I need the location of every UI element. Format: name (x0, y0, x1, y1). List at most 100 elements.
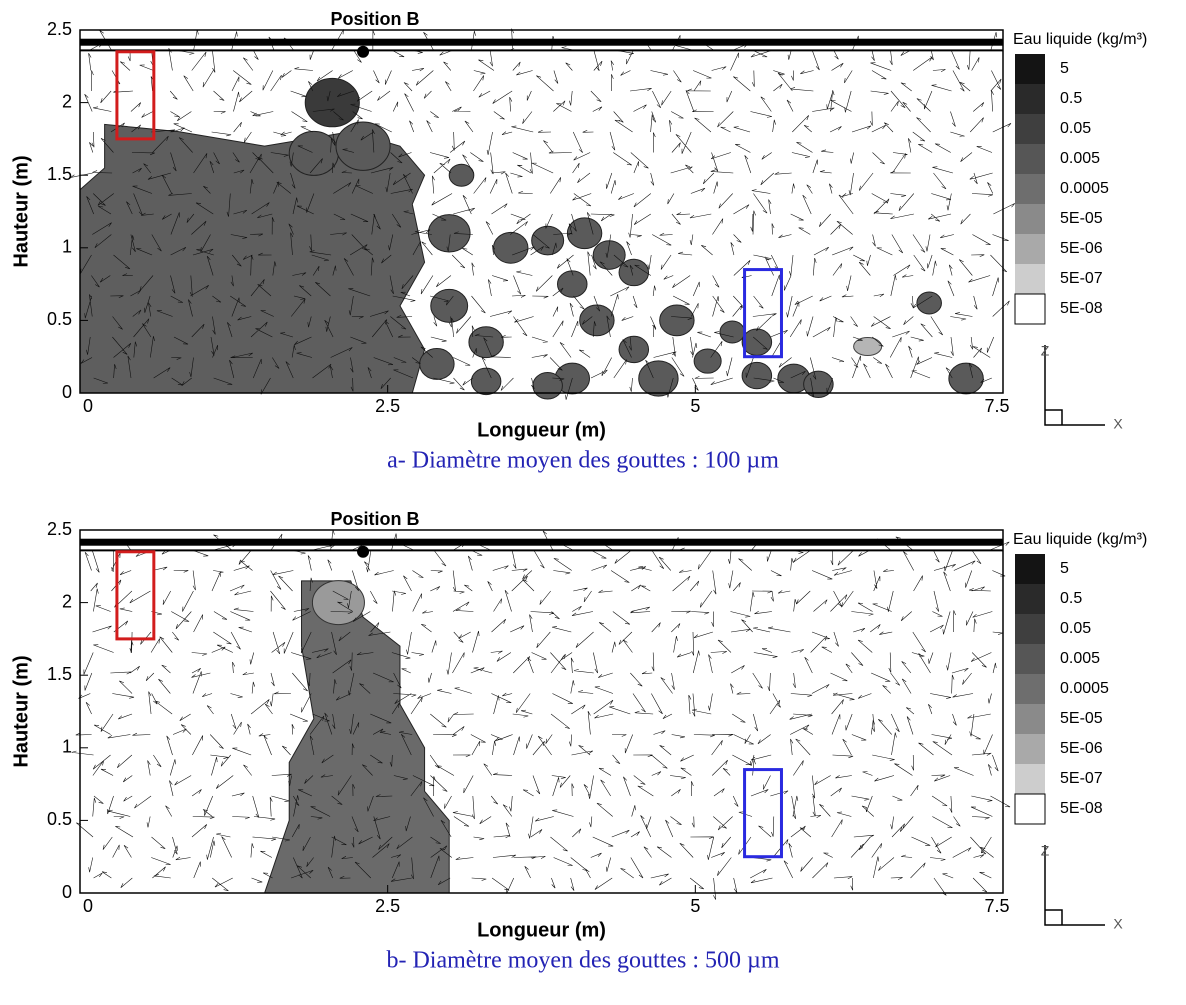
legend-swatch (1015, 234, 1045, 264)
x-tick-label: 2.5 (375, 896, 400, 916)
legend-label: 0.005 (1060, 150, 1100, 167)
legend-label: 0.5 (1060, 590, 1082, 607)
legend-swatch (1015, 174, 1045, 204)
x-tick-label: 7.5 (984, 896, 1009, 916)
triad-label: Z (1041, 843, 1050, 859)
plot-frame (79, 529, 1004, 894)
y-tick-label: 1.5 (47, 164, 72, 184)
legend-label: 0.05 (1060, 120, 1091, 137)
caption: b- Diamètre moyen des gouttes : 500 µm (386, 948, 779, 974)
liquid-region (532, 372, 563, 400)
annotation: Position B (331, 9, 420, 29)
legend-swatch (1015, 54, 1045, 84)
x-tick-label: 0 (83, 896, 93, 916)
legend-swatch (1015, 644, 1045, 674)
liquid-region (470, 367, 502, 396)
liquid-region (803, 370, 834, 398)
x-tick-label: 5 (690, 396, 700, 416)
liquid-region (493, 231, 529, 264)
legend-label: 5E-07 (1060, 270, 1103, 287)
y-tick-label: 2 (62, 91, 72, 111)
legend-label: 0.005 (1060, 650, 1100, 667)
legend-label: 5E-05 (1060, 210, 1103, 227)
zone-blue (743, 268, 783, 359)
triad-label: X (1113, 416, 1123, 432)
liquid-region (741, 328, 773, 356)
y-tick-label: 2.5 (47, 519, 72, 539)
x-axis-label: Longueur (m) (477, 419, 606, 441)
legend-swatch (1015, 734, 1045, 764)
legend-swatch (1015, 84, 1045, 114)
y-tick-label: 0 (62, 382, 72, 402)
liquid-region (948, 362, 984, 395)
annotation: Position B (331, 509, 420, 529)
legend-swatch (1014, 793, 1046, 825)
y-axis-label: Hauteur (m) (10, 655, 32, 767)
legend-swatch (1014, 293, 1046, 325)
legend-label: 5 (1060, 60, 1069, 77)
velocity-vectors (70, 28, 1016, 400)
velocity-vectors (71, 529, 1011, 900)
y-tick-label: 1.5 (47, 664, 72, 684)
legend-label: 5E-06 (1060, 740, 1103, 757)
liquid-region (79, 123, 426, 394)
liquid-region (579, 304, 615, 337)
liquid-region (430, 288, 469, 323)
liquid-region (618, 335, 650, 364)
zone-blue (743, 768, 783, 859)
liquid-region (916, 291, 942, 315)
legend-swatch (1015, 764, 1045, 794)
y-tick-label: 0.5 (47, 809, 72, 829)
liquid-region (468, 326, 504, 359)
legend-swatch (1015, 204, 1045, 234)
liquid-region (427, 214, 471, 253)
legend-label: 0.0005 (1060, 680, 1109, 697)
caption: a- Diamètre moyen des gouttes : 100 µm (387, 448, 779, 474)
legend-label: 5E-07 (1060, 770, 1103, 787)
y-tick-label: 2 (62, 591, 72, 611)
panel: Position B 0 2.5 5 7.5 0 0.5 1 1.5 2 2.5 Longueur (… (10, 509, 1147, 974)
liquid-region (741, 361, 773, 390)
legend-swatch (1015, 554, 1045, 584)
legend-label: 0.5 (1060, 90, 1082, 107)
liquid-region (693, 348, 722, 374)
liquid-region (853, 337, 883, 357)
x-tick-label: 7.5 (984, 396, 1009, 416)
x-axis-label: Longueur (m) (477, 919, 606, 941)
legend-label: 5 (1060, 560, 1069, 577)
liquid-region (719, 320, 746, 344)
triad-label: X (1113, 916, 1123, 932)
legend-swatch (1015, 114, 1045, 144)
liquid-region (659, 304, 695, 337)
liquid-region (566, 217, 603, 250)
legend-swatch (1015, 704, 1045, 734)
x-tick-label: 0 (83, 396, 93, 416)
legend-swatch (1015, 264, 1045, 294)
plot-frame (79, 29, 1004, 394)
liquid-region (638, 360, 679, 397)
legend-label: 0.0005 (1060, 180, 1109, 197)
legend-title: Eau liquide (kg/m³) (1013, 31, 1147, 48)
position-marker (357, 545, 370, 558)
y-tick-label: 1 (62, 237, 72, 257)
legend-label: 0.05 (1060, 620, 1091, 637)
legend-swatch (1015, 144, 1045, 174)
axes-triad (1044, 845, 1105, 926)
zone-red (115, 550, 156, 641)
legend-label: 5E-08 (1060, 800, 1103, 817)
legend-swatch (1015, 614, 1045, 644)
liquid-region (531, 225, 565, 256)
legend-swatch (1015, 674, 1045, 704)
liquid-region (557, 270, 588, 298)
liquid-region (304, 77, 360, 128)
zone-red (115, 50, 156, 141)
axes-triad (1044, 345, 1105, 426)
x-tick-label: 5 (690, 896, 700, 916)
legend-label: 5E-06 (1060, 240, 1103, 257)
y-tick-label: 1 (62, 737, 72, 757)
y-tick-label: 0 (62, 882, 72, 902)
triad-label: Z (1041, 343, 1050, 359)
ceiling (80, 538, 1003, 546)
liquid-region (263, 580, 450, 894)
